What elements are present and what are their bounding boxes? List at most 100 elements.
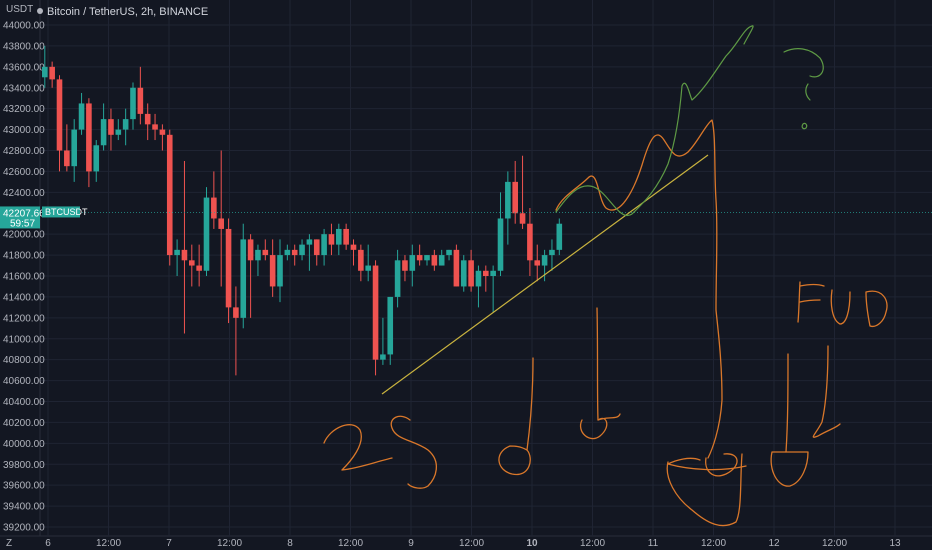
candle-up [240, 223, 247, 329]
candle-body [240, 239, 247, 318]
candle-body [247, 239, 254, 261]
time-tick-label: 12:00 [701, 538, 726, 549]
freehand-drawings-green[interactable] [555, 25, 824, 217]
candle-up [394, 249, 401, 308]
candle-body [402, 260, 408, 271]
symbol-badge-label: BTCUSDT [45, 207, 88, 217]
candle-body [71, 129, 77, 167]
candle-body [225, 228, 232, 308]
candle-body [291, 249, 298, 256]
candle-body [313, 239, 320, 256]
candle-up [78, 92, 85, 135]
price-tick-label: 40000.00 [3, 439, 45, 450]
drawing-arrow-shaft-2 [596, 307, 599, 421]
candle-body [416, 255, 423, 261]
price-tick-label: 40400.00 [3, 397, 45, 408]
candle-down [211, 171, 217, 229]
candle-body [483, 270, 489, 276]
price-tick-label: 43800.00 [3, 41, 45, 52]
time-tick-label: 12:00 [217, 538, 242, 549]
trend-line-drawing[interactable] [381, 154, 709, 395]
price-tick-label: 42400.00 [3, 188, 45, 199]
price-tick-label: 41600.00 [3, 272, 45, 283]
time-axis-panel[interactable] [40, 536, 932, 550]
candle-down [166, 129, 173, 266]
drawing-green-path [555, 25, 754, 217]
drawing-drop-inner [705, 453, 738, 477]
candle-down [372, 260, 379, 376]
candle-body [181, 249, 188, 261]
candle-up [115, 119, 122, 141]
drawing-arrow-shaft-1 [526, 357, 534, 451]
price-tick-label: 41200.00 [3, 313, 45, 324]
candle-up [71, 119, 77, 182]
price-tick-label: 39600.00 [3, 481, 45, 492]
time-tick-label: 12:00 [96, 538, 121, 549]
time-tick-label: 12:00 [338, 538, 363, 549]
price-badge-countdown: 59:57 [10, 218, 35, 229]
candle-down [453, 244, 460, 287]
candle-down [350, 239, 357, 266]
candle-up [306, 234, 313, 271]
candle-body [189, 260, 195, 266]
time-tick-label: 12 [768, 538, 780, 549]
candle-body [233, 307, 239, 318]
candle-body [100, 119, 107, 146]
drawing-question-top [783, 48, 824, 78]
candle-up [277, 239, 283, 303]
candle-body [475, 270, 482, 287]
log-scale-toggle[interactable]: Z [6, 538, 12, 549]
candle-down [483, 265, 489, 292]
time-tick-label: 12:00 [580, 538, 605, 549]
candle-up [130, 82, 136, 130]
candle-body [380, 354, 386, 360]
candle-up [42, 45, 48, 88]
candle-body [218, 218, 224, 229]
candle-body [277, 255, 283, 287]
chart-legend[interactable]: Bitcoin / TetherUS, 2h, BINANCE [37, 6, 208, 18]
drawing-letter-F [797, 281, 825, 323]
candle-body [497, 218, 504, 271]
time-tick-label: 6 [45, 538, 51, 549]
price-tick-label: 43600.00 [3, 62, 45, 73]
time-tick-label: 8 [287, 538, 293, 549]
candle-body [144, 113, 151, 125]
candle-body [460, 260, 467, 287]
candle-down [108, 108, 114, 151]
candle-body [328, 234, 335, 245]
candle-up [387, 296, 394, 365]
candle-up [365, 244, 371, 282]
candle-down [49, 61, 55, 88]
time-tick-label: 10 [526, 538, 538, 549]
candle-body [409, 255, 416, 271]
candle-body [78, 103, 85, 130]
candle-up [336, 223, 342, 256]
price-tick-label: 41400.00 [3, 292, 45, 303]
drawing-letter-D [865, 290, 888, 328]
candle-body [93, 145, 100, 172]
candle-body [174, 249, 180, 256]
candle-up [460, 255, 467, 292]
candle-body [512, 181, 518, 214]
price-badge-box [0, 206, 40, 229]
freehand-drawings-orange[interactable] [323, 119, 888, 527]
candle-body [137, 87, 144, 114]
symbol-dot-icon [37, 8, 43, 14]
candle-down [56, 75, 63, 172]
candle-up [446, 249, 452, 261]
price-tick-label: 41800.00 [3, 251, 45, 262]
candle-body [255, 249, 261, 261]
candle-body [541, 255, 548, 266]
price-axis-panel[interactable] [0, 0, 40, 550]
price-tick-label: 43200.00 [3, 104, 45, 115]
candle-body [438, 255, 445, 266]
candle-body [468, 260, 474, 287]
candle-body [490, 270, 496, 276]
candle-body [262, 249, 269, 256]
candle-up [475, 265, 482, 308]
chart-title: Bitcoin / TetherUS, 2h, BINANCE [47, 6, 208, 18]
candle-body [534, 260, 541, 266]
candle-body [549, 249, 555, 256]
candle-body [122, 119, 129, 130]
